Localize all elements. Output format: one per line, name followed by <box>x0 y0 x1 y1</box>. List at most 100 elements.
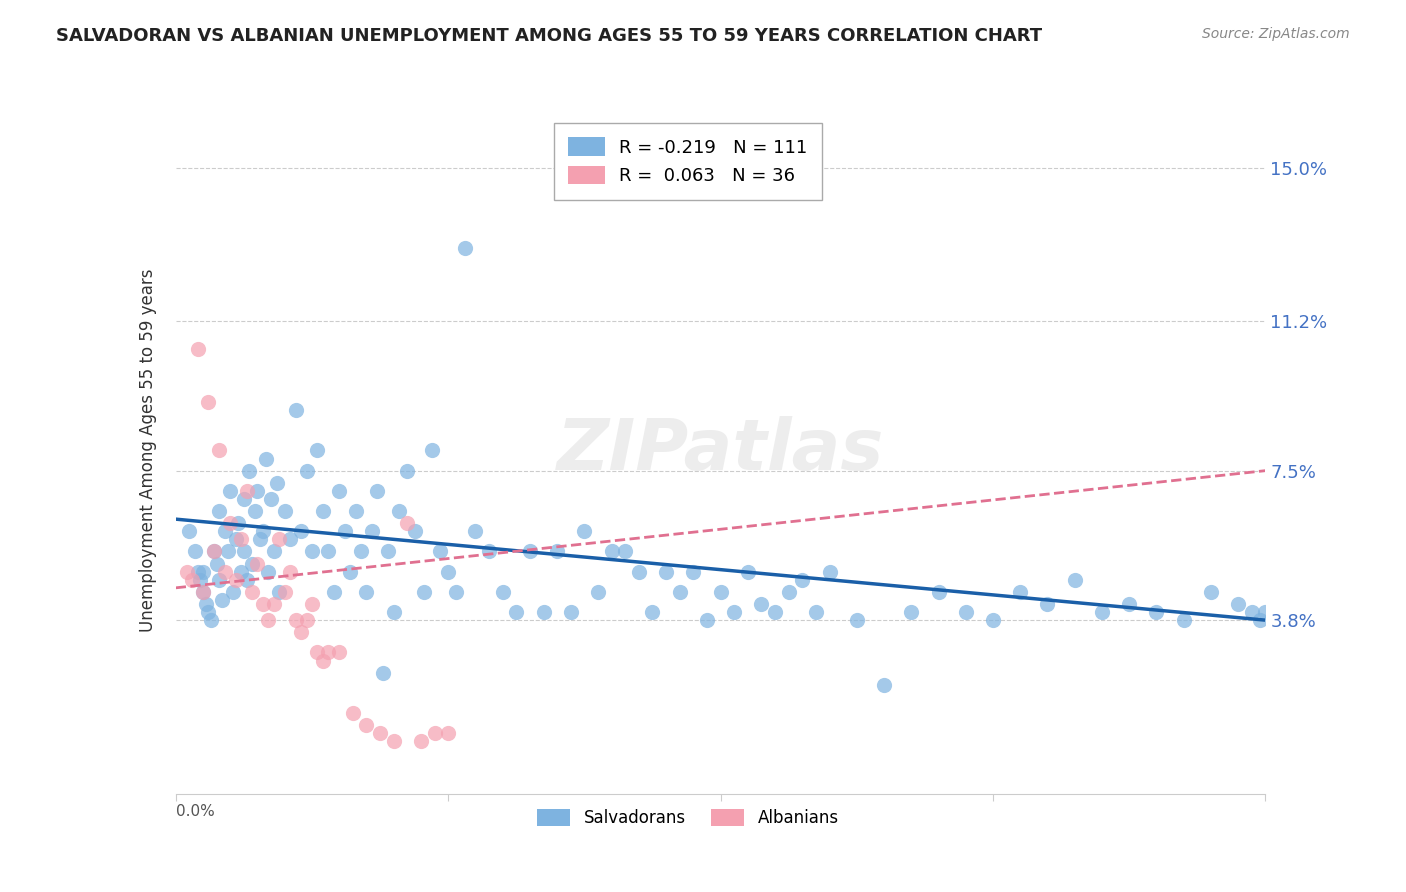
Point <box>176 565 198 579</box>
Point <box>412 585 434 599</box>
Point <box>1118 597 1140 611</box>
Point <box>405 524 427 539</box>
Point <box>295 613 318 627</box>
Point <box>682 565 704 579</box>
Point <box>235 573 257 587</box>
Point <box>928 585 950 599</box>
Point <box>240 557 263 571</box>
Point <box>274 504 297 518</box>
Point <box>396 464 419 478</box>
Point <box>981 613 1004 627</box>
Point <box>184 544 207 558</box>
Point <box>1199 585 1222 599</box>
Point <box>382 605 405 619</box>
Point <box>249 533 271 547</box>
Point <box>232 544 254 558</box>
Point <box>328 645 350 659</box>
Point <box>792 573 814 587</box>
Point <box>1010 585 1032 599</box>
Point <box>211 593 233 607</box>
Point <box>263 544 285 558</box>
Point <box>464 524 486 539</box>
Legend: Salvadorans, Albanians: Salvadorans, Albanians <box>530 802 845 834</box>
Point <box>191 585 214 599</box>
Point <box>492 585 515 599</box>
Point <box>1144 605 1167 619</box>
Text: 0.0%: 0.0% <box>176 805 215 819</box>
Point <box>668 585 690 599</box>
Point <box>333 524 356 539</box>
Point <box>186 343 209 357</box>
Point <box>396 516 419 531</box>
Point <box>238 464 260 478</box>
Point <box>232 491 254 506</box>
Point <box>388 504 411 518</box>
Point <box>322 585 344 599</box>
Point <box>382 734 405 748</box>
Point <box>818 565 841 579</box>
Point <box>377 544 399 558</box>
Point <box>260 491 283 506</box>
Point <box>900 605 922 619</box>
Text: SALVADORAN VS ALBANIAN UNEMPLOYMENT AMONG AGES 55 TO 59 YEARS CORRELATION CHART: SALVADORAN VS ALBANIAN UNEMPLOYMENT AMON… <box>56 27 1042 45</box>
Point <box>339 565 361 579</box>
Point <box>409 734 432 748</box>
Point <box>208 573 231 587</box>
Point <box>191 565 214 579</box>
Point <box>284 613 307 627</box>
Point <box>312 504 335 518</box>
Point <box>246 557 269 571</box>
Point <box>420 443 443 458</box>
Point <box>437 565 460 579</box>
Point <box>252 597 274 611</box>
Point <box>342 706 364 720</box>
Point <box>263 597 285 611</box>
Text: ZIPatlas: ZIPatlas <box>557 416 884 485</box>
Point <box>360 524 382 539</box>
Point <box>710 585 733 599</box>
Point <box>368 726 391 740</box>
Point <box>214 565 236 579</box>
Point <box>188 573 211 587</box>
Point <box>208 443 231 458</box>
Y-axis label: Unemployment Among Ages 55 to 59 years: Unemployment Among Ages 55 to 59 years <box>139 268 157 632</box>
Point <box>295 464 318 478</box>
Point <box>269 585 291 599</box>
Point <box>197 395 219 409</box>
Point <box>301 597 323 611</box>
Point <box>307 645 329 659</box>
Point <box>955 605 977 619</box>
Point <box>356 718 378 732</box>
Text: Source: ZipAtlas.com: Source: ZipAtlas.com <box>1202 27 1350 41</box>
Point <box>453 242 475 256</box>
Point <box>181 573 204 587</box>
Point <box>366 483 388 498</box>
Point <box>240 585 263 599</box>
Point <box>290 625 312 640</box>
Point <box>205 557 228 571</box>
Point <box>231 565 253 579</box>
Point <box>235 483 257 498</box>
Point <box>423 726 446 740</box>
Point <box>1249 613 1271 627</box>
Point <box>246 483 269 498</box>
Point <box>194 597 217 611</box>
Point <box>225 573 247 587</box>
Point <box>1227 597 1250 611</box>
Point <box>356 585 378 599</box>
Point <box>257 565 280 579</box>
Point <box>641 605 664 619</box>
Point <box>1036 597 1059 611</box>
Point <box>217 544 239 558</box>
Point <box>723 605 745 619</box>
Point <box>186 565 209 579</box>
Point <box>371 665 394 680</box>
Point <box>804 605 827 619</box>
Point <box>307 443 329 458</box>
Point <box>600 544 623 558</box>
Point <box>763 605 786 619</box>
Point <box>214 524 236 539</box>
Point <box>243 504 266 518</box>
Point <box>179 524 201 539</box>
Point <box>437 726 460 740</box>
